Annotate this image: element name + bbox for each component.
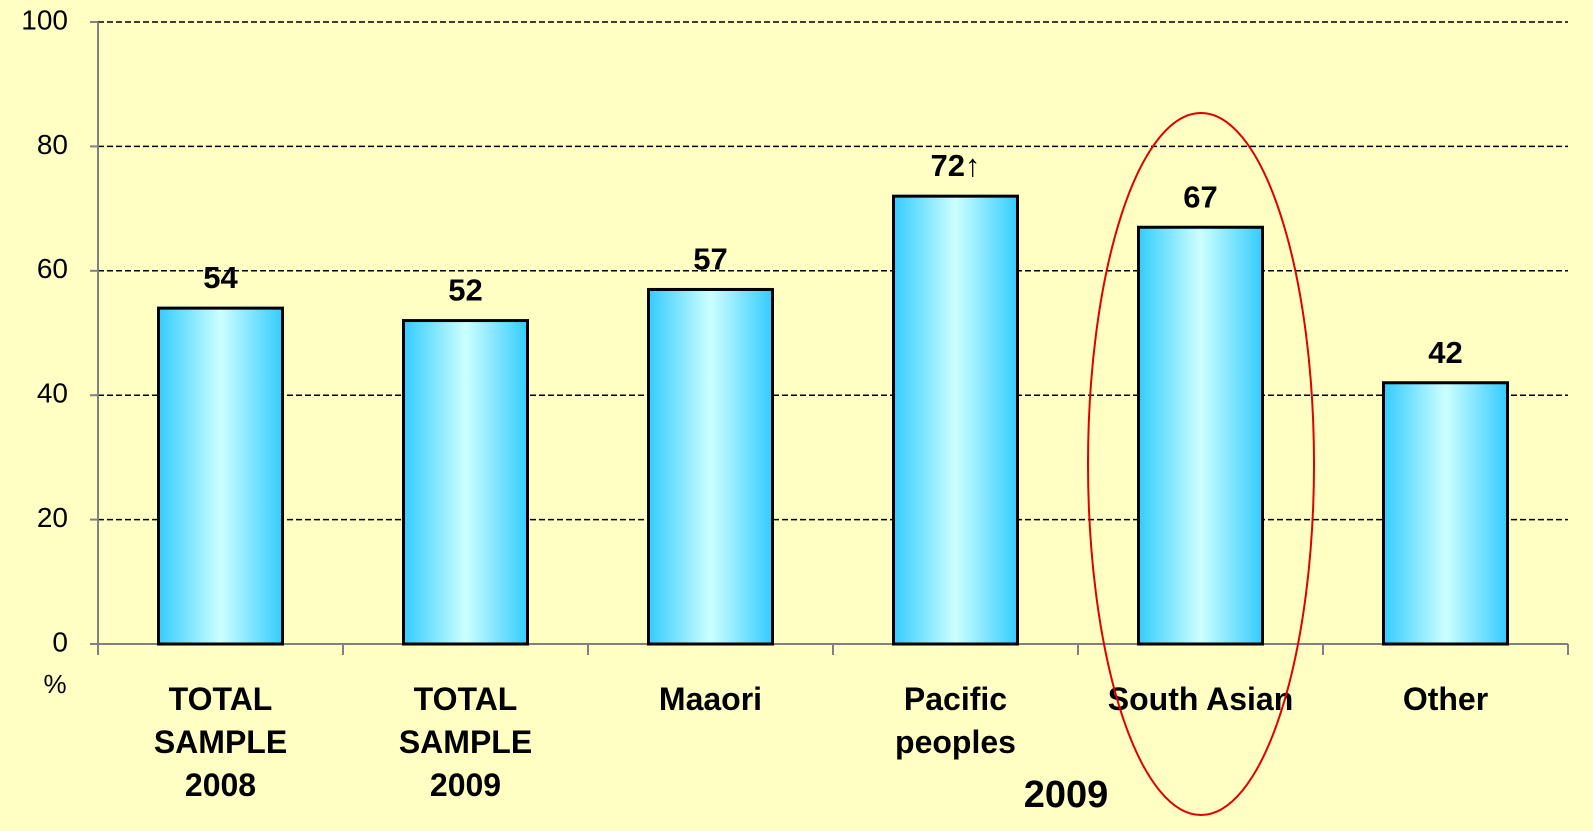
x-tick-label: Maaori — [659, 681, 762, 717]
x-tick-label: Other — [1403, 681, 1488, 717]
x-tick-label: South Asian — [1108, 681, 1293, 717]
y-tick-label: 20 — [37, 502, 68, 533]
y-tick-label: 40 — [37, 378, 68, 409]
bar — [647, 287, 774, 646]
bar — [892, 194, 1019, 646]
y-tick-label: 0 — [52, 626, 68, 657]
annotation: 2009 — [1024, 774, 1109, 816]
x-tick-label: TOTAL SAMPLE 2009 — [399, 681, 532, 803]
bar — [1137, 225, 1264, 646]
x-tick-label: Pacific peoples — [895, 681, 1016, 760]
data-label: 57 — [693, 241, 727, 276]
y-tick-label: 100 — [21, 4, 68, 35]
highlight-ellipse — [1087, 112, 1315, 816]
data-label: 52 — [448, 273, 482, 308]
bar — [157, 306, 284, 646]
data-label: 67 — [1183, 179, 1217, 214]
data-label: 72↑ — [931, 148, 981, 183]
y-tick-label: 60 — [37, 253, 68, 284]
bar — [1382, 381, 1509, 646]
data-label: 42 — [1428, 335, 1462, 370]
data-label: 54 — [203, 260, 238, 295]
bar — [402, 319, 529, 646]
x-tick-label: TOTAL SAMPLE 2008 — [154, 681, 287, 803]
y-tick-label: 80 — [37, 129, 68, 160]
y-axis-label: % — [43, 669, 66, 699]
